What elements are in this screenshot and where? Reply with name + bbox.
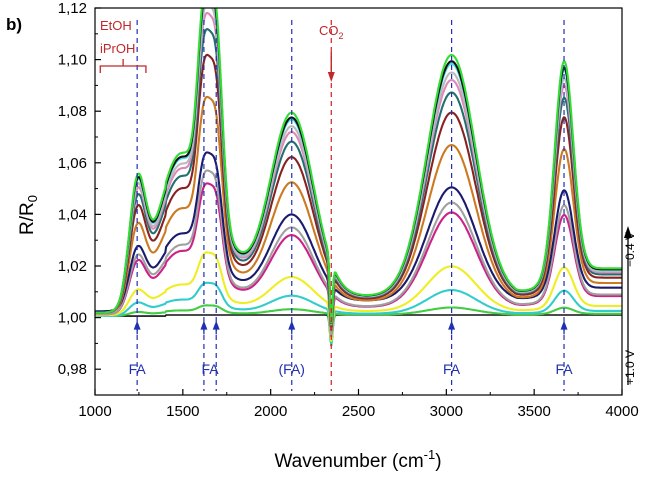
x-tick-label-3500: 3500	[517, 403, 550, 420]
y-tick-label-1: 1,00	[58, 310, 87, 327]
fa-label-3: (FA)	[279, 361, 305, 377]
etoh-label: EtOH	[100, 18, 132, 33]
x-tick-label-3000: 3000	[430, 403, 463, 420]
y-axis-title-main: R/R	[17, 202, 38, 235]
annotations: FA FA (FA) FA FA CO2 EtOH iPrOH	[99, 18, 573, 377]
potential-bottom-label: +1.0 V	[623, 350, 637, 385]
spectrum-series-5	[95, 169, 622, 337]
spectrum-series-6	[95, 151, 622, 331]
x-axis-title-sup: -1	[424, 447, 436, 462]
fa-label-4: FA	[443, 361, 461, 377]
x-tick-label-2000: 2000	[254, 403, 287, 420]
potential-arrow-head	[624, 226, 632, 238]
alcohol-bracket	[99, 59, 147, 73]
y-tick-label-6: 1,10	[58, 52, 87, 69]
spectrum-series-0	[95, 314, 622, 347]
fa-label-1: FA	[201, 361, 219, 377]
iproh-label: iPrOH	[100, 41, 135, 56]
spectrum-series-14	[95, 8, 622, 324]
co2-label: CO2	[319, 23, 344, 41]
spectrum-series-2	[95, 281, 622, 345]
y-tick-label-4: 1,06	[58, 155, 87, 172]
y-tick-label-7: 1,12	[58, 0, 87, 17]
x-tick-label-2500: 2500	[342, 403, 375, 420]
spectra-layer	[95, 8, 622, 347]
co2-label-sub: 2	[339, 31, 344, 41]
y-axis-title-sub: 0	[25, 195, 40, 202]
fa-label-5: FA	[555, 361, 573, 377]
potential-axis: −0.4 V +1.0 V	[623, 226, 637, 385]
spectrum-series-8	[95, 53, 622, 328]
fa-arrow-head-4	[448, 320, 456, 330]
spectrum-series-1	[95, 304, 622, 346]
spectrum-series-3	[95, 251, 622, 342]
fa-label-0: FA	[129, 361, 147, 377]
ticks: 1000 1500 2000 2500 3000 3500 4000 0,98 1,00 1,02…	[58, 0, 639, 420]
spectrum-series-7	[95, 95, 622, 330]
x-axis-title: Wavenumber (cm-1)	[274, 447, 441, 472]
co2-label-main: CO	[319, 23, 339, 38]
fa-arrow-head-5	[560, 320, 568, 330]
x-axis-title-end: )	[435, 451, 441, 472]
y-tick-label-3: 1,04	[58, 206, 87, 223]
x-tick-label-1500: 1500	[166, 403, 199, 420]
panel-label: b)	[6, 15, 22, 34]
fa-arrow-head-1	[200, 320, 208, 330]
co2-arrow-head	[327, 72, 335, 82]
fa-arrow-head-3	[288, 320, 296, 330]
fa-arrow-head-0	[133, 320, 141, 330]
y-axis-title: R/R0	[17, 195, 40, 235]
y-tick-label-0: 0,98	[58, 361, 87, 378]
potential-top-label: −0.4 V	[623, 232, 637, 267]
x-tick-label-1000: 1000	[78, 403, 111, 420]
axes	[94, 7, 623, 396]
x-tick-label-4000: 4000	[605, 403, 638, 420]
fa-arrow-head-2	[212, 320, 220, 330]
plot-frame	[94, 7, 623, 396]
y-tick-label-2: 1,02	[58, 258, 87, 275]
y-tick-label-5: 1,08	[58, 103, 87, 120]
x-axis-title-main: Wavenumber (cm	[274, 451, 423, 472]
